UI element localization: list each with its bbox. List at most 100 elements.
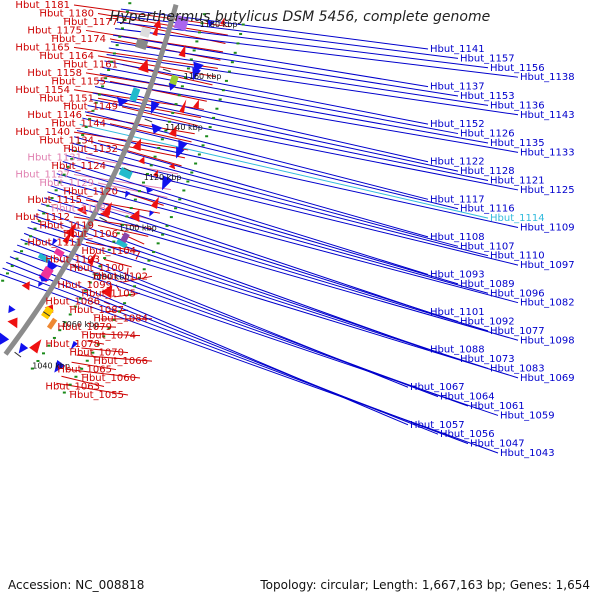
- tick-dot: [83, 289, 87, 292]
- tick-dot: [96, 343, 100, 346]
- tick-dot: [62, 391, 66, 394]
- right-label-connector: [114, 28, 519, 78]
- gene-label-left: Hbut_1103: [45, 254, 100, 265]
- tick-dot: [50, 197, 54, 200]
- forward-gene-arrow: [152, 22, 159, 37]
- right-label-connector: [71, 142, 459, 247]
- tick-dot: [58, 329, 62, 332]
- gene-label-left: Hbut_1104: [81, 246, 136, 257]
- tick-dot: [241, 23, 245, 26]
- forward-gene-arrow: [87, 251, 97, 266]
- tick-dot: [68, 383, 72, 386]
- forward-gene-arrow: [179, 99, 187, 114]
- gene-label-left: Hbut_1175: [27, 25, 82, 36]
- forward-gene-arrow: [168, 125, 177, 138]
- tick-dot: [165, 224, 169, 227]
- gene-label-right: Hbut_1138: [520, 72, 575, 83]
- forward-gene-arrow: [138, 58, 149, 73]
- kbp-tick: [14, 351, 22, 358]
- gene-label-left: Hbut_1131: [27, 153, 82, 164]
- tick-dot: [120, 27, 124, 30]
- gene-label-left: Hbut_1065: [57, 365, 112, 376]
- tick-dot: [115, 44, 119, 47]
- gene-label-left: Hbut_1174: [51, 34, 106, 45]
- left-label-connector: [85, 114, 195, 135]
- kbp-marker-label: 1140 kbp: [165, 123, 203, 132]
- gene-label-right: Hbut_1098: [520, 335, 575, 346]
- right-label-connector: [47, 191, 459, 322]
- kbp-marker-label: 1040 kbp: [32, 361, 70, 370]
- left-label-connector: [126, 267, 129, 275]
- tick-dot: [201, 144, 205, 147]
- gene-label-left: Hbut_1100: [69, 263, 124, 274]
- left-label-connector: [97, 97, 201, 119]
- tick-dot: [73, 149, 77, 152]
- left-label-connector: [81, 347, 129, 354]
- tick-dot: [160, 138, 164, 141]
- gene-label-right: Hbut_1128: [460, 166, 515, 177]
- reverse-gene-arrow: [38, 281, 43, 287]
- tick-dot: [15, 257, 19, 260]
- tick-dot: [68, 313, 72, 316]
- tick-dot: [102, 335, 106, 338]
- tick-dot: [174, 207, 178, 210]
- tick-dot: [94, 101, 98, 104]
- gene-label-right: Hbut_1135: [490, 138, 545, 149]
- accession-text: Accession: NC_008818: [8, 578, 145, 592]
- gene-label-left: Hbut_1149: [63, 102, 118, 113]
- gene-label-left: Hbut_1070: [69, 348, 124, 359]
- tick-dot: [91, 109, 95, 112]
- tick-dot: [190, 171, 194, 174]
- tick-dot: [47, 344, 51, 347]
- gene-label-right: Hbut_1107: [460, 241, 515, 252]
- tick-dot: [189, 58, 193, 61]
- gene-label-right: Hbut_1061: [470, 401, 525, 412]
- tick-dot: [215, 107, 219, 110]
- tick-dot: [123, 19, 127, 22]
- left-label-connector: [85, 241, 141, 253]
- forward-gene-arrow: [129, 209, 140, 222]
- gene-label-right: Hbut_1136: [490, 100, 545, 111]
- gene-label-right: Hbut_1056: [440, 429, 495, 440]
- tick-dot: [194, 162, 198, 165]
- kbp-marker-label: 1180 kbp: [200, 20, 238, 29]
- left-label-connector: [135, 250, 141, 260]
- forward-gene-arrow: [29, 339, 42, 354]
- gene-label-right: Hbut_1089: [460, 279, 515, 290]
- tick-dot: [129, 207, 133, 210]
- forward-gene-arrow: [178, 44, 186, 58]
- right-label-connector: [68, 148, 489, 257]
- tick-dot: [169, 216, 173, 219]
- forward-gene-arrow: [7, 317, 18, 329]
- tick-dot: [171, 111, 175, 114]
- tick-dot: [123, 302, 127, 305]
- tick-dot: [112, 52, 116, 55]
- gene-label-right: Hbut_1156: [490, 63, 545, 74]
- tick-dot: [66, 165, 70, 168]
- right-label-connector: [106, 54, 519, 116]
- gene-label-right: Hbut_1117: [430, 194, 485, 205]
- kbp-tick: [43, 311, 51, 317]
- tick-dot: [37, 220, 41, 223]
- right-label-connector: [99, 73, 489, 144]
- reverse-gene-arrow: [168, 82, 177, 91]
- right-label-connector: [27, 227, 519, 379]
- tick-dot: [141, 181, 145, 184]
- tick-dot: [137, 190, 141, 193]
- gene-label-left: Hbut_1144: [51, 119, 106, 130]
- gene-label-left: Hbut_1099: [57, 280, 112, 291]
- reverse-gene-arrow: [149, 210, 155, 217]
- tick-dot: [224, 79, 228, 82]
- tick-dot: [164, 129, 168, 132]
- gene-label-right: Hbut_1077: [490, 326, 545, 337]
- tick-dot: [58, 181, 62, 184]
- forward-gene-arrow: [62, 230, 73, 245]
- right-label-connector: [62, 160, 429, 275]
- right-label-connector: [82, 117, 459, 210]
- feature-block: [115, 238, 128, 249]
- gene-label-left: Hbut_1124: [51, 161, 106, 172]
- gene-label-right: Hbut_1047: [470, 439, 525, 450]
- kbp-marker-label: 1120 kbp: [144, 173, 182, 182]
- tick-dot: [110, 60, 114, 63]
